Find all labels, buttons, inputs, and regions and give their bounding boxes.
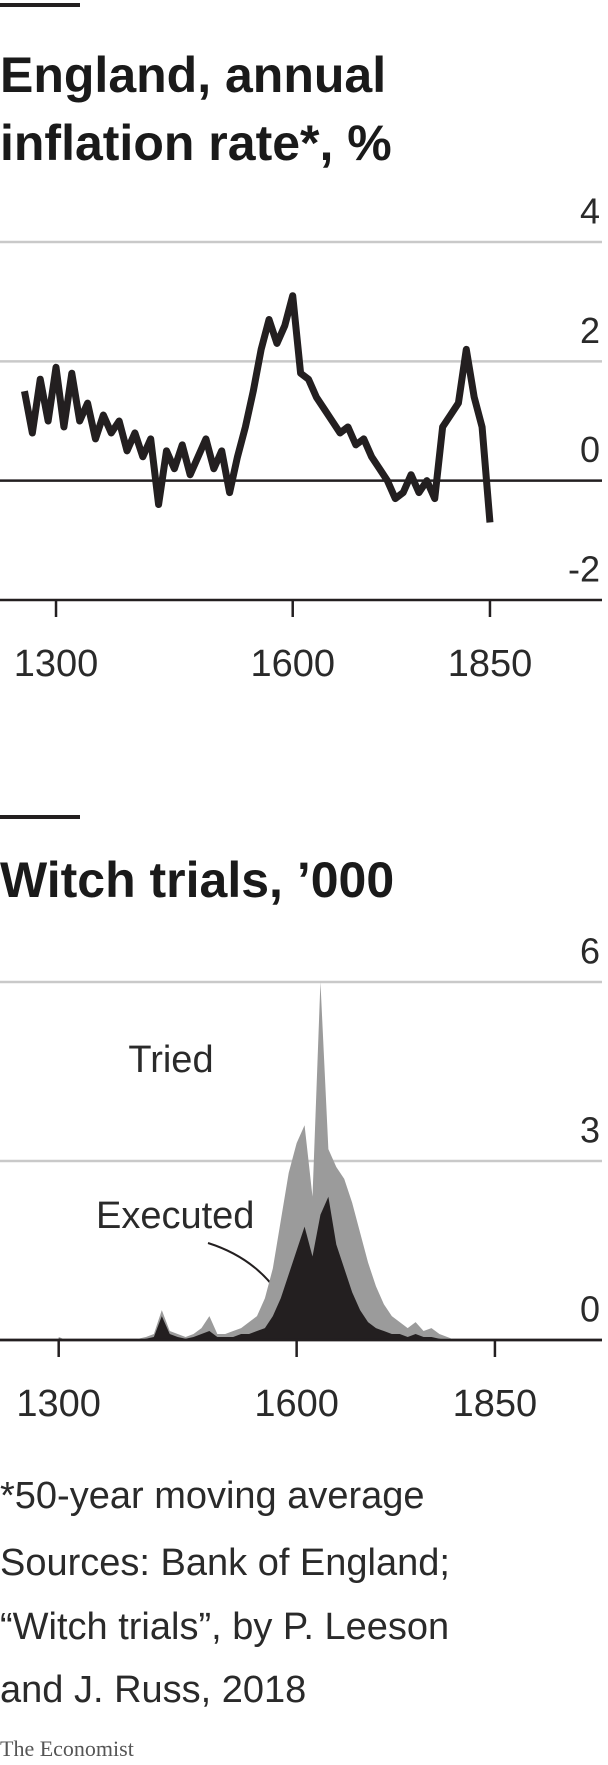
y-tick-label: -2 xyxy=(568,549,600,590)
y-tick-label: 3 xyxy=(580,1110,600,1151)
chart-title: Witch trials, ’000 xyxy=(0,852,395,908)
x-tick-label: 1600 xyxy=(250,643,335,685)
x-tick-label: 1850 xyxy=(453,1383,538,1425)
footnote: *50-year moving average xyxy=(0,1475,425,1517)
y-tick-label: 0 xyxy=(580,429,600,470)
y-tick-label: 6 xyxy=(580,931,600,972)
data-area xyxy=(58,982,495,1340)
x-tick-label: 1300 xyxy=(16,1383,101,1425)
data-area xyxy=(58,1196,495,1340)
y-tick-label: 4 xyxy=(580,191,600,232)
source: and J. Russ, 2018 xyxy=(0,1669,306,1711)
source: Sources: Bank of England; xyxy=(0,1542,450,1584)
series-label: Executed xyxy=(96,1195,254,1237)
series-label: Tried xyxy=(128,1039,213,1081)
data-line xyxy=(21,292,494,523)
source: “Witch trials”, by P. Leeson xyxy=(0,1606,449,1648)
brand: The Economist xyxy=(0,1736,134,1761)
chart-title: England, annual inflation rate*, % xyxy=(0,47,392,171)
y-tick-label: 2 xyxy=(580,310,600,351)
x-tick-label: 1850 xyxy=(448,643,533,685)
y-tick-label: 0 xyxy=(580,1289,600,1330)
x-tick-label: 1600 xyxy=(254,1383,339,1425)
x-tick-label: 1300 xyxy=(14,643,99,685)
